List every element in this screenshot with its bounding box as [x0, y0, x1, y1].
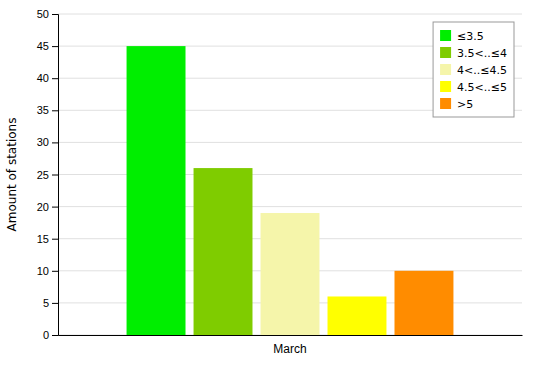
legend-swatch — [440, 98, 451, 109]
bar — [394, 271, 453, 335]
y-tick-mark — [52, 78, 58, 79]
chart-svg: 0 5 10 15 20 25 30 35 40 45 50 March ≤3.5 3.5<..≤4 4<.… — [0, 0, 538, 369]
grid — [58, 14, 522, 335]
legend-label: 4<..≤4.5 — [457, 64, 507, 77]
bar — [328, 296, 387, 335]
chart-container: 0 5 10 15 20 25 30 35 40 45 50 March ≤3.5 3.5<..≤4 4<.… — [0, 0, 538, 369]
y-tick: 10 — [37, 265, 58, 277]
y-axis: 0 5 10 15 20 25 30 35 40 45 50 — [37, 8, 59, 341]
plot: 0 5 10 15 20 25 30 35 40 45 50 March ≤3.5 3.5<..≤4 4<.… — [37, 8, 523, 356]
legend-label: 4.5<..≤5 — [457, 81, 507, 94]
y-tick-mark — [52, 271, 58, 272]
y-tick-mark — [52, 335, 58, 336]
legend-item: 3.5<..≤4 — [440, 47, 507, 60]
legend-swatch — [440, 47, 451, 58]
y-tick-label: 45 — [37, 40, 49, 52]
y-tick: 25 — [37, 169, 58, 181]
x-axis-line — [59, 335, 523, 336]
y-tick-mark — [52, 207, 58, 208]
legend-box — [433, 22, 514, 117]
y-tick-mark — [52, 46, 58, 47]
y-tick: 40 — [37, 72, 58, 84]
legend-swatch — [440, 81, 451, 92]
y-tick: 30 — [37, 136, 58, 148]
legend-item: >5 — [440, 98, 473, 111]
legend-label: >5 — [457, 98, 473, 111]
y-tick-label: 35 — [37, 104, 49, 116]
y-tick-label: 15 — [37, 233, 49, 245]
legend-swatch — [440, 30, 451, 41]
x-tick: March — [273, 342, 306, 356]
y-tick-mark — [52, 175, 58, 176]
legend: ≤3.5 3.5<..≤4 4<..≤4.5 4.5<..≤5 >5 — [433, 22, 514, 117]
y-tick: 50 — [37, 8, 58, 20]
y-tick-mark — [52, 303, 58, 304]
y-tick-label: 5 — [43, 297, 49, 309]
y-tick: 15 — [37, 233, 58, 245]
y-tick: 20 — [37, 201, 58, 213]
y-tick-label: 0 — [43, 329, 49, 341]
legend-label: ≤3.5 — [457, 30, 484, 43]
y-tick: 5 — [43, 297, 58, 309]
y-tick: 45 — [37, 40, 58, 52]
legend-item: ≤3.5 — [440, 30, 484, 43]
y-tick-label: 10 — [37, 265, 49, 277]
y-tick: 0 — [43, 329, 58, 341]
y-tick-mark — [52, 110, 58, 111]
y-tick: 35 — [37, 104, 58, 116]
y-tick-label: 30 — [37, 136, 49, 148]
x-tick-label: March — [273, 342, 306, 356]
legend-label: 3.5<..≤4 — [457, 47, 507, 60]
legend-swatch — [440, 64, 451, 75]
y-tick-label: 20 — [37, 201, 49, 213]
legend-item: 4.5<..≤5 — [440, 81, 507, 94]
y-tick-mark — [52, 14, 58, 15]
y-tick-mark — [52, 142, 58, 143]
y-axis-title: Amount of stations — [5, 118, 19, 232]
y-tick-label: 25 — [37, 169, 49, 181]
legend-item: 4<..≤4.5 — [440, 64, 507, 77]
x-axis: March — [59, 336, 523, 356]
grid-line — [58, 14, 522, 15]
y-tick-mark — [52, 239, 58, 240]
y-tick-label: 40 — [37, 72, 49, 84]
bars — [127, 46, 454, 335]
bar — [261, 213, 320, 335]
y-axis-line — [52, 15, 59, 336]
bar — [127, 46, 186, 335]
bar — [194, 168, 253, 335]
y-tick-label: 50 — [37, 8, 49, 20]
